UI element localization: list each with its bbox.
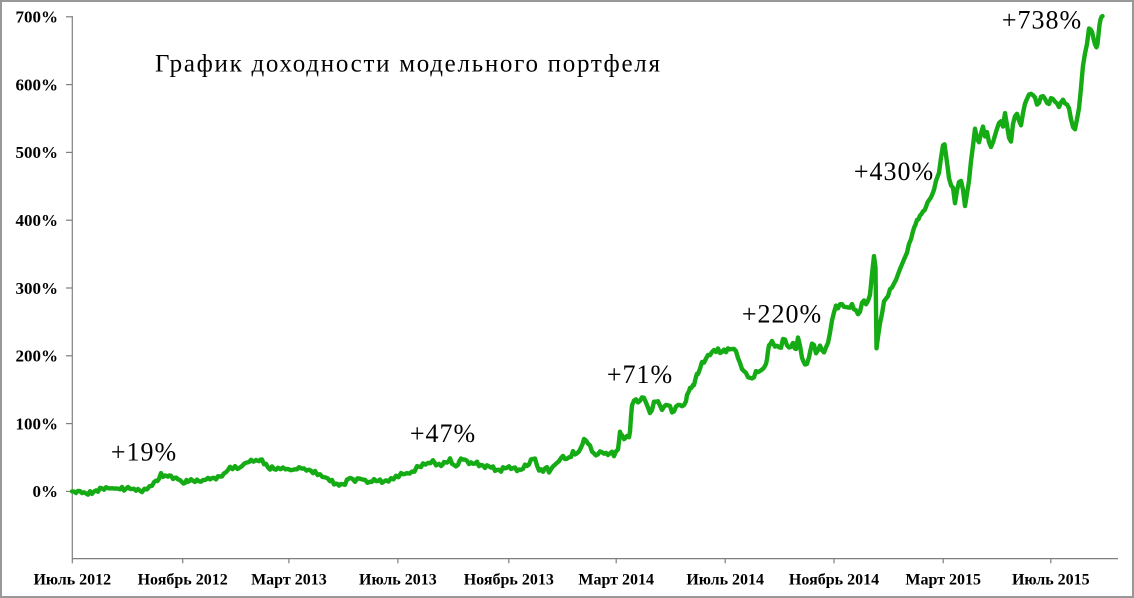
svg-text:Июль 2012: Июль 2012 [33, 572, 111, 589]
svg-text:Ноябрь 2013: Ноябрь 2013 [464, 572, 554, 589]
svg-text:700%: 700% [16, 8, 59, 27]
svg-text:График доходности модельного п: График доходности модельного портфеля [155, 51, 662, 78]
svg-text:100%: 100% [16, 414, 59, 433]
svg-text:+19%: +19% [111, 437, 177, 466]
svg-text:+738%: +738% [1002, 5, 1082, 34]
svg-text:Март 2014: Март 2014 [578, 572, 654, 589]
svg-text:Ноябрь 2012: Ноябрь 2012 [138, 572, 228, 589]
svg-text:500%: 500% [16, 143, 59, 162]
svg-text:0%: 0% [33, 482, 59, 501]
svg-text:400%: 400% [16, 211, 59, 230]
svg-text:300%: 300% [16, 279, 59, 298]
svg-text:600%: 600% [16, 75, 59, 94]
svg-text:+220%: +220% [742, 300, 822, 329]
svg-text:Июль 2015: Июль 2015 [1012, 572, 1090, 589]
svg-text:Март 2015: Март 2015 [905, 572, 981, 589]
svg-text:+47%: +47% [410, 419, 476, 448]
svg-text:Март 2013: Март 2013 [251, 572, 327, 589]
svg-text:Ноябрь 2014: Ноябрь 2014 [789, 572, 879, 589]
svg-text:+430%: +430% [854, 157, 934, 186]
svg-text:Июль 2014: Июль 2014 [686, 572, 764, 589]
svg-text:Июль 2013: Июль 2013 [359, 572, 437, 589]
svg-text:200%: 200% [16, 347, 59, 366]
svg-text:+71%: +71% [607, 360, 673, 389]
